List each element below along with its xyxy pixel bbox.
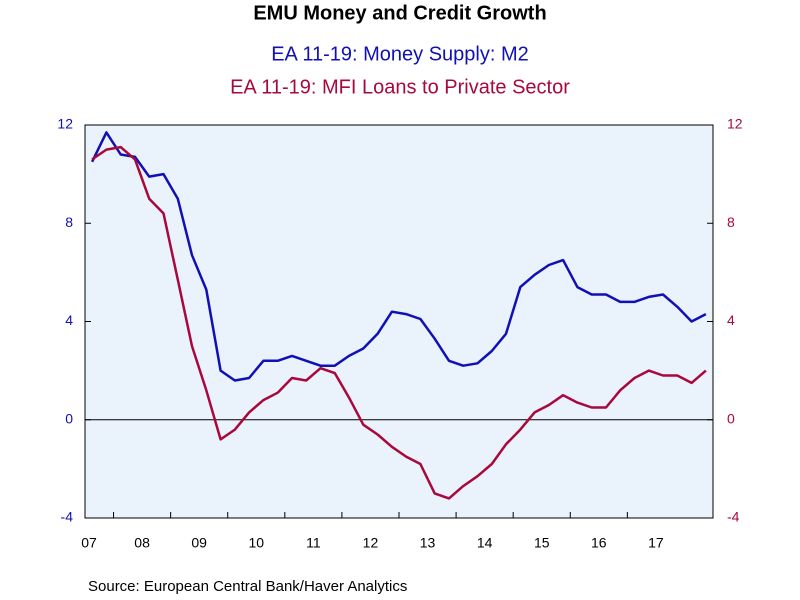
x-tick-label: 13 xyxy=(420,535,436,551)
y-tick-label: 0 xyxy=(65,410,73,426)
y2-tick-label: -4 xyxy=(727,509,740,525)
y2-tick-label: 4 xyxy=(727,312,735,328)
y2-tick-label: 12 xyxy=(727,116,743,132)
legend-entry: EA 11-19: MFI Loans to Private Sector xyxy=(230,76,570,98)
x-tick-label: 15 xyxy=(534,535,550,551)
source-note: Source: European Central Bank/Haver Anal… xyxy=(88,578,407,595)
plot-area xyxy=(84,124,714,519)
series-line xyxy=(90,131,707,382)
y-tick-label: 4 xyxy=(65,312,73,328)
x-tick-label: 12 xyxy=(363,535,379,551)
y2-tick-label: 0 xyxy=(727,410,735,426)
y-tick-label: 12 xyxy=(57,116,73,132)
x-tick-label: 10 xyxy=(248,535,264,551)
x-tick-label: 09 xyxy=(191,535,207,551)
x-tick-label: 17 xyxy=(648,535,664,551)
x-tick-label: 16 xyxy=(591,535,607,551)
series-line xyxy=(91,145,707,500)
y-tick-label: 8 xyxy=(65,214,73,230)
chart-title: EMU Money and Credit Growth xyxy=(253,2,546,24)
x-tick-label: 08 xyxy=(134,535,150,551)
x-tick-label: 07 xyxy=(81,535,97,551)
y2-tick-label: 8 xyxy=(727,214,735,230)
x-tick-label: 11 xyxy=(306,535,321,551)
x-tick-label: 14 xyxy=(477,535,493,551)
y-tick-label: -4 xyxy=(61,509,74,525)
legend-entry: EA 11-19: Money Supply: M2 xyxy=(271,43,529,65)
